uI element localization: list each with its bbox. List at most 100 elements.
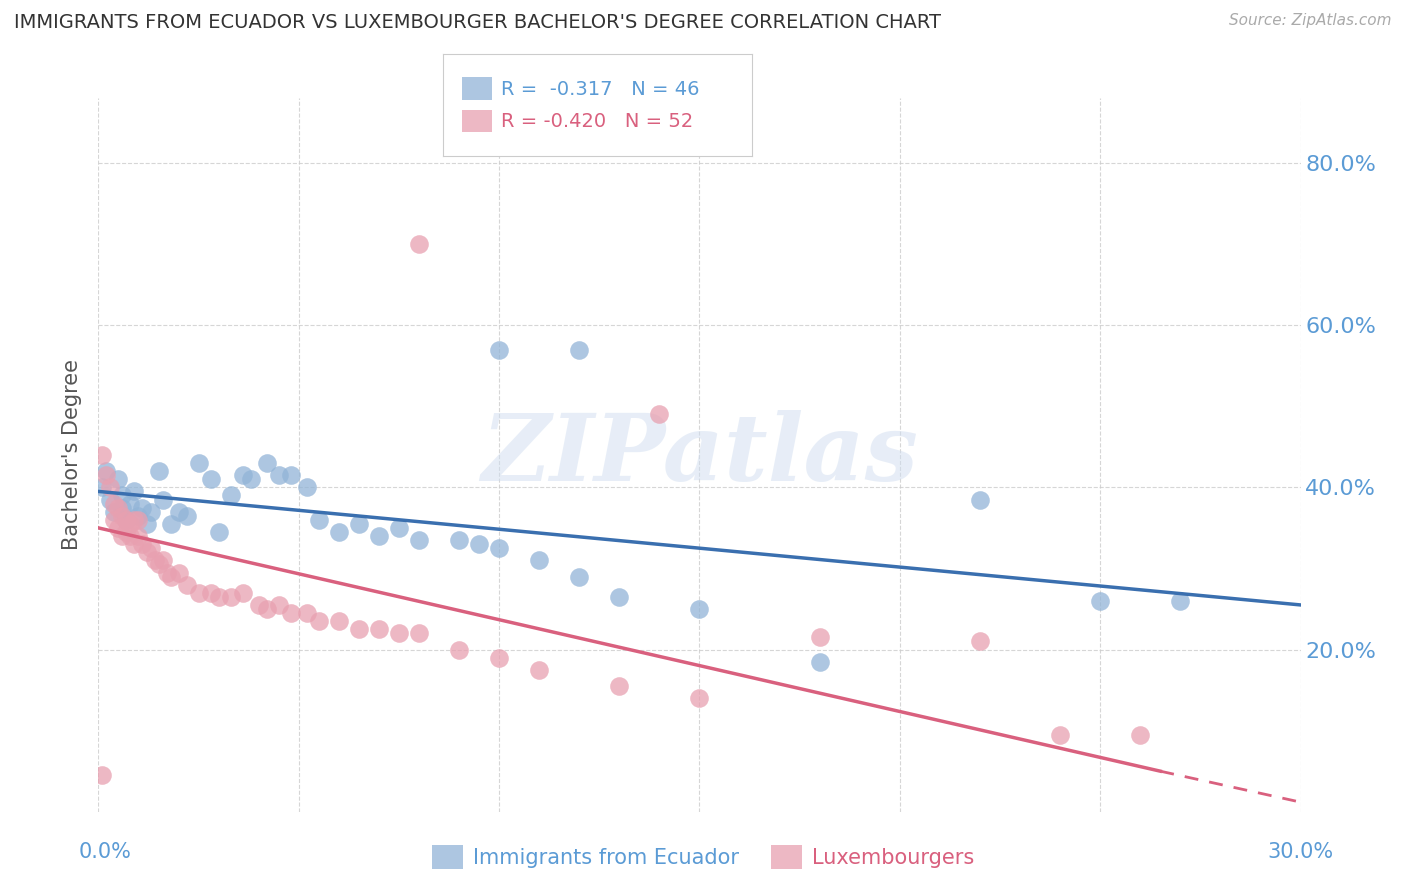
Point	[143, 553, 166, 567]
Point	[208, 524, 231, 539]
Point	[256, 456, 278, 470]
Point	[447, 642, 470, 657]
Point	[131, 537, 153, 551]
Point	[128, 529, 150, 543]
Text: ZIPatlas: ZIPatlas	[481, 410, 918, 500]
Point	[969, 634, 991, 648]
Point	[111, 500, 134, 515]
Point	[111, 508, 134, 523]
Point	[529, 553, 551, 567]
Point	[135, 545, 157, 559]
Point	[111, 488, 134, 502]
Point	[267, 598, 290, 612]
Point	[648, 408, 671, 422]
Point	[408, 626, 430, 640]
Point	[128, 508, 150, 523]
Point	[139, 541, 162, 556]
Point	[488, 343, 510, 357]
Point	[148, 464, 170, 478]
Point	[155, 566, 177, 580]
Legend: Immigrants from Ecuador, Luxembourgers: Immigrants from Ecuador, Luxembourgers	[423, 837, 983, 877]
Point	[1088, 594, 1111, 608]
Point	[568, 569, 591, 583]
Point	[200, 472, 222, 486]
Point	[267, 468, 290, 483]
Point	[128, 513, 150, 527]
Point	[468, 537, 491, 551]
Point	[111, 529, 134, 543]
Point	[124, 537, 146, 551]
Point	[91, 480, 114, 494]
Point	[159, 569, 181, 583]
Point	[328, 524, 350, 539]
Point	[328, 614, 350, 628]
Point	[368, 529, 391, 543]
Point	[100, 492, 122, 507]
Point	[295, 480, 318, 494]
Point	[176, 508, 198, 523]
Point	[447, 533, 470, 547]
Y-axis label: Bachelor's Degree: Bachelor's Degree	[62, 359, 83, 550]
Point	[208, 590, 231, 604]
Point	[120, 529, 142, 543]
Point	[568, 343, 591, 357]
Text: 0.0%: 0.0%	[79, 842, 132, 862]
Point	[124, 484, 146, 499]
Point	[103, 505, 125, 519]
Point	[91, 768, 114, 782]
Point	[100, 480, 122, 494]
Point	[107, 500, 129, 515]
Point	[152, 492, 174, 507]
Point	[176, 577, 198, 591]
Point	[219, 590, 242, 604]
Point	[200, 586, 222, 600]
Point	[103, 497, 125, 511]
Point	[308, 614, 330, 628]
Point	[159, 516, 181, 531]
Point	[131, 500, 153, 515]
Point	[488, 541, 510, 556]
Point	[115, 513, 138, 527]
Point	[91, 448, 114, 462]
Point	[135, 516, 157, 531]
Point	[107, 521, 129, 535]
Point	[1049, 728, 1071, 742]
Point	[107, 472, 129, 486]
Point	[239, 472, 262, 486]
Point	[488, 650, 510, 665]
Point	[347, 622, 370, 636]
Point	[808, 631, 831, 645]
Text: Source: ZipAtlas.com: Source: ZipAtlas.com	[1229, 13, 1392, 29]
Point	[103, 513, 125, 527]
Point	[232, 468, 254, 483]
Point	[295, 606, 318, 620]
Point	[167, 505, 190, 519]
Point	[120, 497, 142, 511]
Point	[96, 464, 118, 478]
Point	[96, 468, 118, 483]
Point	[247, 598, 270, 612]
Text: 30.0%: 30.0%	[1267, 842, 1334, 862]
Point	[388, 626, 411, 640]
Text: IMMIGRANTS FROM ECUADOR VS LUXEMBOURGER BACHELOR'S DEGREE CORRELATION CHART: IMMIGRANTS FROM ECUADOR VS LUXEMBOURGER …	[14, 13, 941, 32]
Point	[124, 513, 146, 527]
Point	[187, 456, 209, 470]
Point	[969, 492, 991, 507]
Point	[609, 590, 631, 604]
Point	[115, 524, 138, 539]
Legend: R =  -0.317   N = 46, R = -0.420   N = 52: R = -0.317 N = 46, R = -0.420 N = 52	[453, 68, 710, 142]
Point	[148, 558, 170, 572]
Point	[232, 586, 254, 600]
Point	[689, 691, 711, 706]
Point	[1129, 728, 1152, 742]
Point	[120, 516, 142, 531]
Point	[808, 655, 831, 669]
Point	[280, 468, 302, 483]
Point	[1170, 594, 1192, 608]
Point	[368, 622, 391, 636]
Point	[408, 533, 430, 547]
Point	[689, 602, 711, 616]
Point	[152, 553, 174, 567]
Point	[187, 586, 209, 600]
Point	[609, 679, 631, 693]
